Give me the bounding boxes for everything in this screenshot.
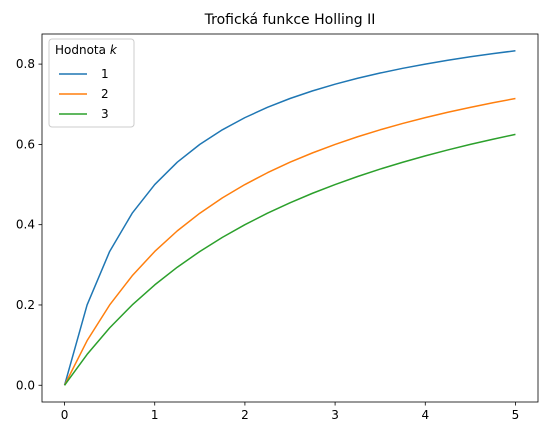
chart-title: Trofická funkce Holling II bbox=[204, 12, 376, 28]
y-tick-label: 0.2 bbox=[16, 298, 35, 312]
axes-layer: 0 1 2 3 4 5 0.0 0.2 0.4 0.6 0.8 bbox=[16, 33, 539, 422]
x-tick-label: 3 bbox=[331, 408, 339, 422]
legend-box bbox=[48, 38, 135, 128]
x-tick-label: 2 bbox=[241, 408, 249, 422]
series-layer bbox=[63, 49, 516, 386]
legend: Hodnota k 1 2 3 bbox=[48, 38, 135, 128]
x-tick-label: 1 bbox=[151, 408, 159, 422]
plot-frame bbox=[41, 33, 539, 403]
x-tick-label: 5 bbox=[512, 408, 520, 422]
legend-title: Hodnota k bbox=[55, 43, 118, 57]
legend-label-1: 1 bbox=[101, 67, 109, 81]
series-line-2 bbox=[63, 97, 516, 386]
x-tick-label: 4 bbox=[421, 408, 429, 422]
legend-label-3: 3 bbox=[101, 107, 109, 121]
y-tick-label: 0.0 bbox=[16, 378, 35, 392]
series-line-1 bbox=[63, 49, 516, 386]
x-tick-label: 0 bbox=[61, 408, 69, 422]
y-tick-label: 0.4 bbox=[16, 218, 35, 232]
y-tick-label: 0.8 bbox=[16, 57, 35, 71]
legend-label-2: 2 bbox=[101, 87, 109, 101]
series-line-3 bbox=[63, 133, 516, 386]
y-tick-label: 0.6 bbox=[16, 137, 35, 151]
